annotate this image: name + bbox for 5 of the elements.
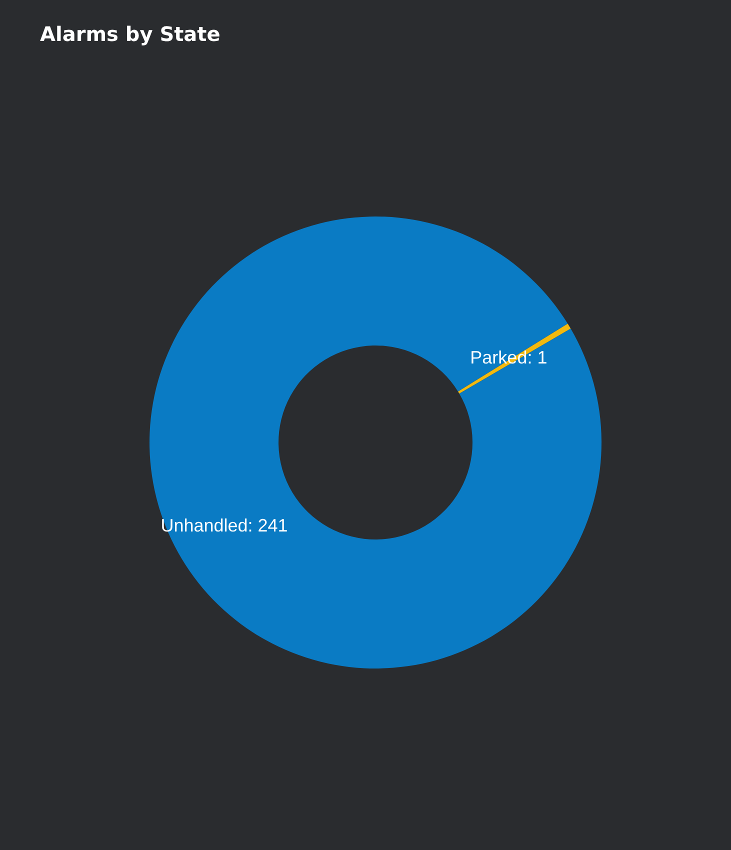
data-label: : 241 [248, 515, 288, 536]
donut-slice [458, 324, 571, 394]
data-label: : 1 [527, 348, 548, 368]
donut-slice [150, 216, 602, 668]
chart-title: Alarms by State [40, 22, 220, 46]
